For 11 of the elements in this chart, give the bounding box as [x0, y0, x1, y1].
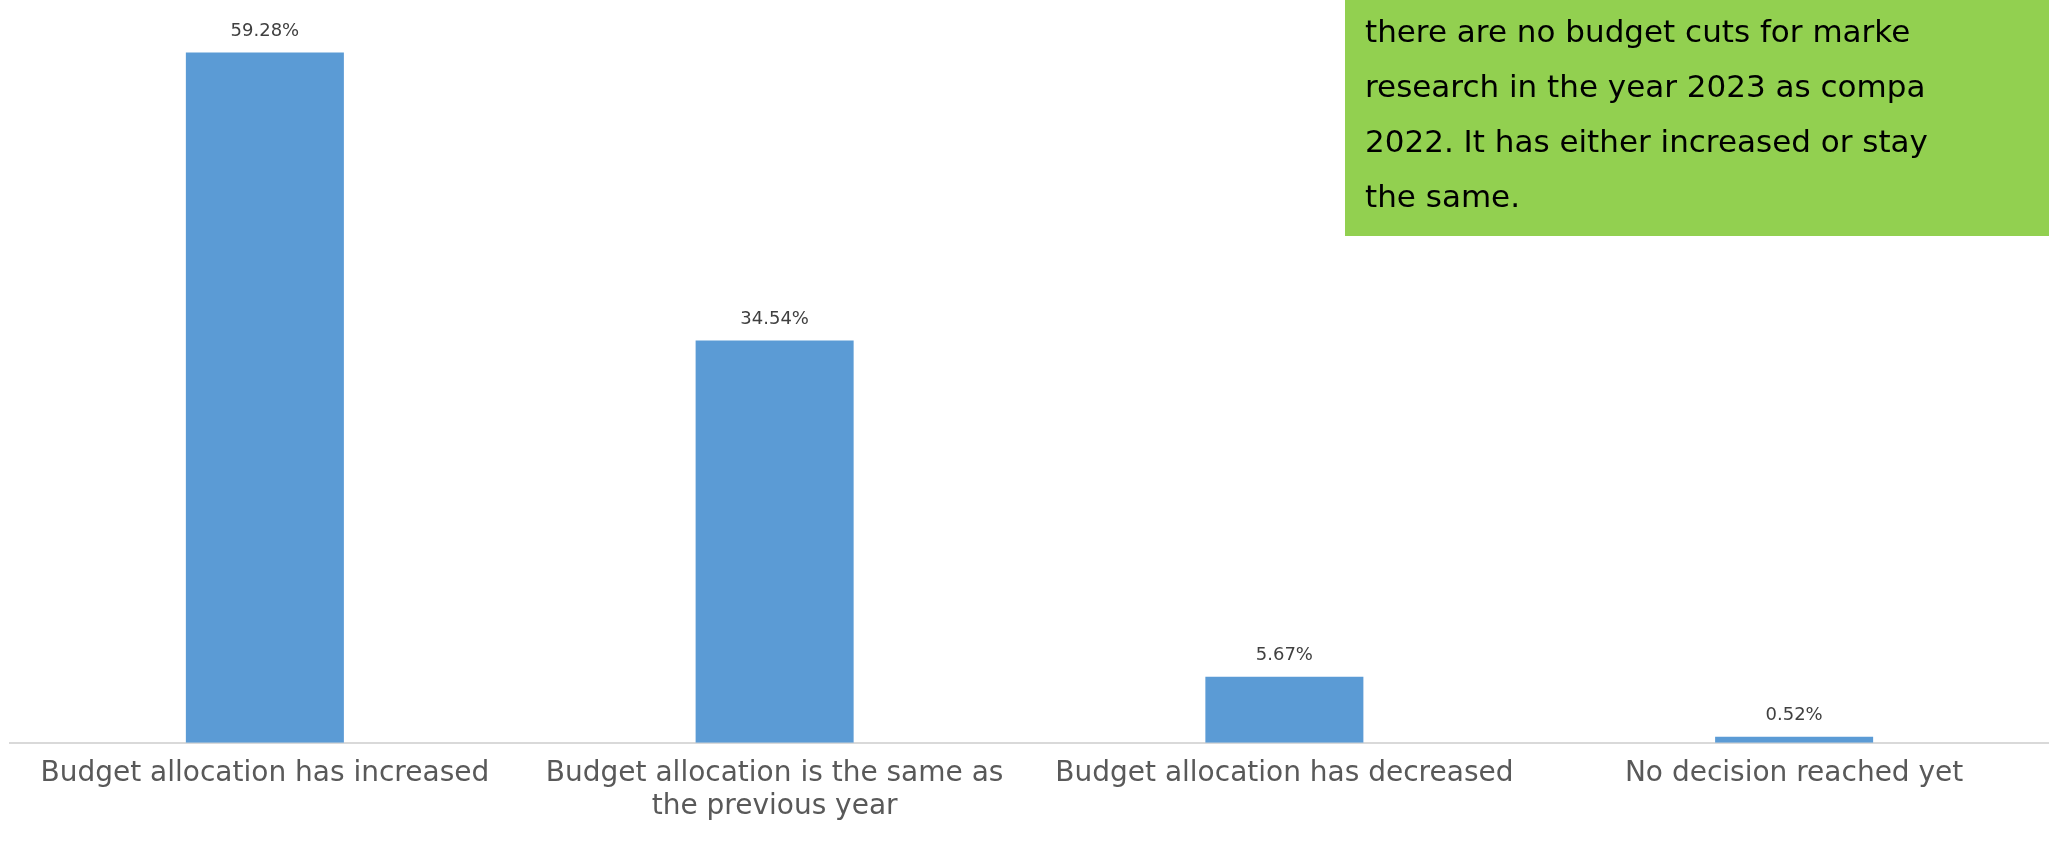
x-tick-label: No decision reached yet [1624, 754, 1964, 788]
x-tick-label: Budget allocation has increased [40, 754, 490, 788]
data-label: 5.67% [1255, 643, 1313, 665]
data-label: 34.54% [740, 307, 809, 329]
bar [185, 52, 344, 743]
bar [695, 340, 854, 743]
data-label: 59.28% [230, 19, 300, 41]
data-label: 0.52% [1765, 703, 1823, 725]
bar [1205, 676, 1364, 743]
x-tick-label: Budget allocation has decreased [1055, 754, 1514, 788]
x-tick-label: Budget allocation is the same as the previous year [545, 754, 1004, 822]
